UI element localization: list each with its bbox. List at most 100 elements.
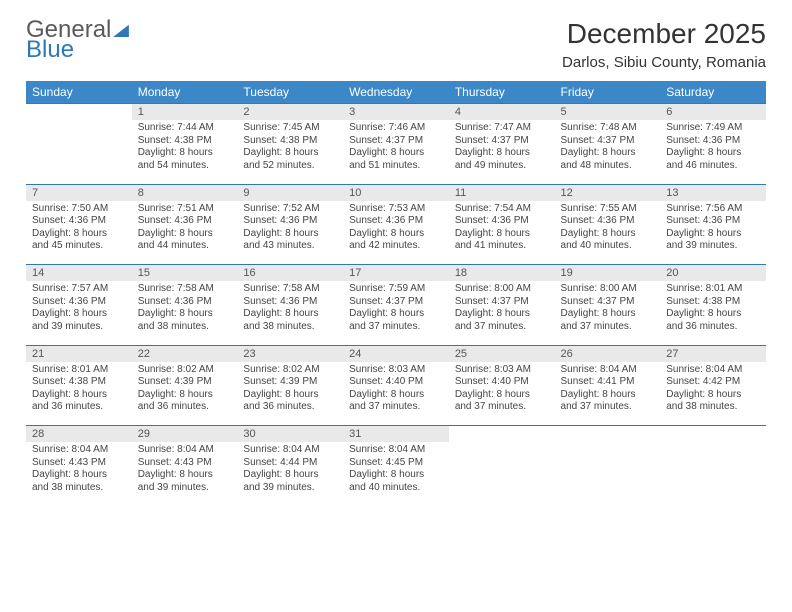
- sunset-text: Sunset: 4:37 PM: [561, 135, 655, 148]
- sunset-text: Sunset: 4:42 PM: [666, 376, 760, 389]
- sunset-text: Sunset: 4:38 PM: [32, 376, 126, 389]
- day-cell: Sunrise: 8:02 AMSunset: 4:39 PMDaylight:…: [237, 362, 343, 426]
- day-cell: Sunrise: 7:51 AMSunset: 4:36 PMDaylight:…: [132, 201, 238, 265]
- header: GeneralBlue December 2025 Darlos, Sibiu …: [26, 18, 766, 81]
- sunset-text: Sunset: 4:36 PM: [138, 215, 232, 228]
- day-cell: [660, 442, 766, 506]
- day-header: Wednesday: [343, 81, 449, 104]
- day-number: 6: [660, 104, 766, 121]
- daylight-text: Daylight: 8 hours and 38 minutes.: [32, 469, 126, 494]
- sunrise-text: Sunrise: 8:03 AM: [349, 364, 443, 377]
- daylight-text: Daylight: 8 hours and 38 minutes.: [138, 308, 232, 333]
- sunset-text: Sunset: 4:37 PM: [455, 296, 549, 309]
- day-number: 2: [237, 104, 343, 121]
- day-number: [26, 104, 132, 121]
- daynum-row: 78910111213: [26, 184, 766, 201]
- content-row: Sunrise: 8:04 AMSunset: 4:43 PMDaylight:…: [26, 442, 766, 506]
- daynum-row: 14151617181920: [26, 265, 766, 282]
- day-number: 5: [555, 104, 661, 121]
- sunrise-text: Sunrise: 7:49 AM: [666, 122, 760, 135]
- daynum-row: 123456: [26, 104, 766, 121]
- sunset-text: Sunset: 4:38 PM: [666, 296, 760, 309]
- day-cell: Sunrise: 8:00 AMSunset: 4:37 PMDaylight:…: [555, 281, 661, 345]
- day-cell: Sunrise: 8:02 AMSunset: 4:39 PMDaylight:…: [132, 362, 238, 426]
- day-cell: Sunrise: 7:49 AMSunset: 4:36 PMDaylight:…: [660, 120, 766, 184]
- day-number: 4: [449, 104, 555, 121]
- sunset-text: Sunset: 4:43 PM: [138, 457, 232, 470]
- sunset-text: Sunset: 4:36 PM: [561, 215, 655, 228]
- sunrise-text: Sunrise: 8:04 AM: [561, 364, 655, 377]
- sunset-text: Sunset: 4:41 PM: [561, 376, 655, 389]
- day-number: [660, 426, 766, 443]
- day-cell: Sunrise: 7:54 AMSunset: 4:36 PMDaylight:…: [449, 201, 555, 265]
- sunset-text: Sunset: 4:37 PM: [349, 135, 443, 148]
- sunset-text: Sunset: 4:36 PM: [666, 215, 760, 228]
- day-cell: Sunrise: 7:45 AMSunset: 4:38 PMDaylight:…: [237, 120, 343, 184]
- daylight-text: Daylight: 8 hours and 40 minutes.: [349, 469, 443, 494]
- location-text: Darlos, Sibiu County, Romania: [562, 54, 766, 71]
- sunset-text: Sunset: 4:36 PM: [32, 215, 126, 228]
- day-number: 31: [343, 426, 449, 443]
- daylight-text: Daylight: 8 hours and 49 minutes.: [455, 147, 549, 172]
- sunrise-text: Sunrise: 8:02 AM: [243, 364, 337, 377]
- day-header: Sunday: [26, 81, 132, 104]
- sunset-text: Sunset: 4:40 PM: [349, 376, 443, 389]
- title-block: December 2025 Darlos, Sibiu County, Roma…: [562, 18, 766, 81]
- day-header: Thursday: [449, 81, 555, 104]
- sunset-text: Sunset: 4:38 PM: [243, 135, 337, 148]
- day-cell: Sunrise: 8:03 AMSunset: 4:40 PMDaylight:…: [343, 362, 449, 426]
- day-number: 7: [26, 184, 132, 201]
- sunset-text: Sunset: 4:36 PM: [243, 296, 337, 309]
- sunrise-text: Sunrise: 7:58 AM: [243, 283, 337, 296]
- day-cell: Sunrise: 7:53 AMSunset: 4:36 PMDaylight:…: [343, 201, 449, 265]
- daylight-text: Daylight: 8 hours and 39 minutes.: [243, 469, 337, 494]
- day-number: 13: [660, 184, 766, 201]
- sunrise-text: Sunrise: 7:47 AM: [455, 122, 549, 135]
- sunrise-text: Sunrise: 8:00 AM: [455, 283, 549, 296]
- day-cell: Sunrise: 7:57 AMSunset: 4:36 PMDaylight:…: [26, 281, 132, 345]
- day-number: 9: [237, 184, 343, 201]
- sunrise-text: Sunrise: 8:04 AM: [666, 364, 760, 377]
- day-cell: Sunrise: 7:46 AMSunset: 4:37 PMDaylight:…: [343, 120, 449, 184]
- day-cell: Sunrise: 8:01 AMSunset: 4:38 PMDaylight:…: [26, 362, 132, 426]
- day-number: 14: [26, 265, 132, 282]
- day-number: 15: [132, 265, 238, 282]
- sunrise-text: Sunrise: 7:50 AM: [32, 203, 126, 216]
- daylight-text: Daylight: 8 hours and 37 minutes.: [349, 389, 443, 414]
- daylight-text: Daylight: 8 hours and 40 minutes.: [561, 228, 655, 253]
- day-cell: Sunrise: 7:59 AMSunset: 4:37 PMDaylight:…: [343, 281, 449, 345]
- sunset-text: Sunset: 4:36 PM: [455, 215, 549, 228]
- sunrise-text: Sunrise: 7:55 AM: [561, 203, 655, 216]
- day-cell: Sunrise: 7:56 AMSunset: 4:36 PMDaylight:…: [660, 201, 766, 265]
- day-cell: Sunrise: 8:04 AMSunset: 4:42 PMDaylight:…: [660, 362, 766, 426]
- day-cell: Sunrise: 7:47 AMSunset: 4:37 PMDaylight:…: [449, 120, 555, 184]
- day-cell: Sunrise: 8:04 AMSunset: 4:44 PMDaylight:…: [237, 442, 343, 506]
- day-header: Monday: [132, 81, 238, 104]
- sunset-text: Sunset: 4:43 PM: [32, 457, 126, 470]
- day-number: 11: [449, 184, 555, 201]
- sunrise-text: Sunrise: 7:58 AM: [138, 283, 232, 296]
- day-cell: Sunrise: 8:04 AMSunset: 4:45 PMDaylight:…: [343, 442, 449, 506]
- day-header: Friday: [555, 81, 661, 104]
- day-number: 25: [449, 345, 555, 362]
- day-number: 26: [555, 345, 661, 362]
- sunrise-text: Sunrise: 8:04 AM: [243, 444, 337, 457]
- sunrise-text: Sunrise: 8:01 AM: [32, 364, 126, 377]
- sunset-text: Sunset: 4:37 PM: [561, 296, 655, 309]
- daylight-text: Daylight: 8 hours and 39 minutes.: [138, 469, 232, 494]
- day-number: 10: [343, 184, 449, 201]
- content-row: Sunrise: 7:44 AMSunset: 4:38 PMDaylight:…: [26, 120, 766, 184]
- sunset-text: Sunset: 4:38 PM: [138, 135, 232, 148]
- day-number: 22: [132, 345, 238, 362]
- daylight-text: Daylight: 8 hours and 37 minutes.: [561, 389, 655, 414]
- day-cell: [26, 120, 132, 184]
- day-cell: Sunrise: 8:04 AMSunset: 4:43 PMDaylight:…: [26, 442, 132, 506]
- day-cell: Sunrise: 7:58 AMSunset: 4:36 PMDaylight:…: [237, 281, 343, 345]
- sunset-text: Sunset: 4:39 PM: [243, 376, 337, 389]
- day-number: 27: [660, 345, 766, 362]
- sunset-text: Sunset: 4:37 PM: [349, 296, 443, 309]
- sunset-text: Sunset: 4:40 PM: [455, 376, 549, 389]
- daylight-text: Daylight: 8 hours and 38 minutes.: [666, 389, 760, 414]
- daynum-row: 21222324252627: [26, 345, 766, 362]
- daylight-text: Daylight: 8 hours and 41 minutes.: [455, 228, 549, 253]
